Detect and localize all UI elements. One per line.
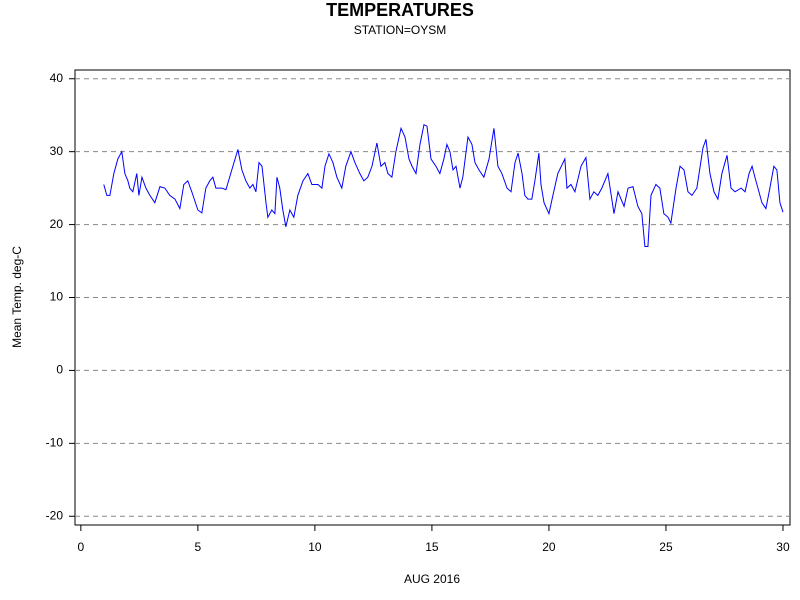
y-tick-label: 30 <box>50 144 64 158</box>
x-tick-label: 20 <box>542 540 556 554</box>
y-tick-label: 10 <box>50 290 64 304</box>
y-tick-label: 40 <box>50 71 64 85</box>
x-axis-label: AUG 2016 <box>404 572 460 586</box>
x-tick-label: 0 <box>78 540 85 554</box>
y-tick-label: -10 <box>46 436 64 450</box>
chart-title: TEMPERATURES <box>326 0 474 20</box>
x-tick-label: 25 <box>659 540 673 554</box>
x-tick-label: 30 <box>776 540 790 554</box>
y-tick-label: 0 <box>56 363 63 377</box>
x-tick-label: 15 <box>425 540 439 554</box>
x-tick-label: 5 <box>195 540 202 554</box>
x-tick-label: 10 <box>308 540 322 554</box>
data-line <box>103 123 784 247</box>
y-axis-label: Mean Temp. deg-C <box>10 246 24 348</box>
chart-subtitle: STATION=OYSM <box>354 23 447 37</box>
y-tick-label: -20 <box>46 508 64 522</box>
y-tick-label: 20 <box>50 217 64 231</box>
